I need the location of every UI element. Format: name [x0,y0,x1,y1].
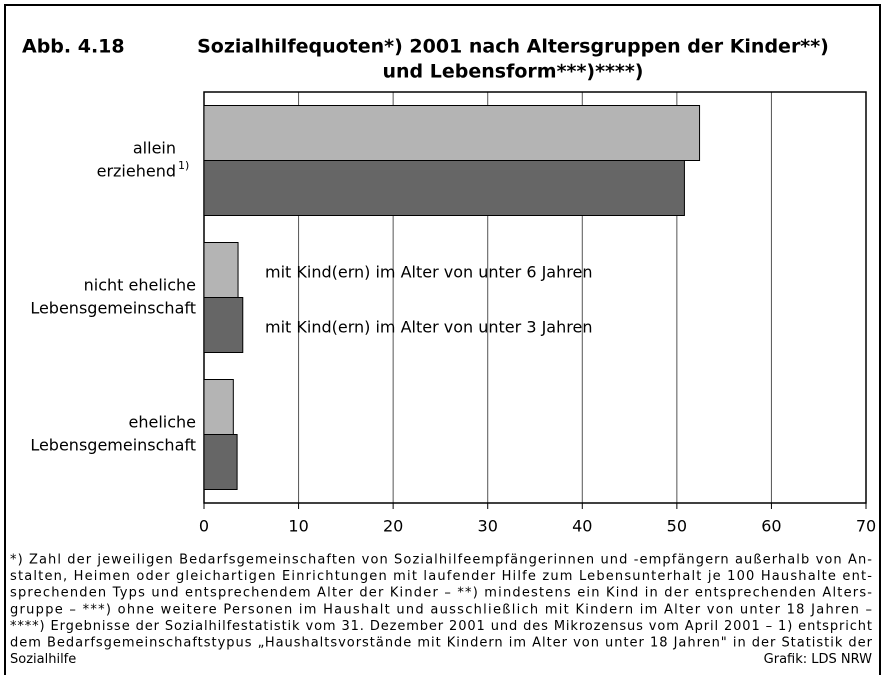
category-note: 1) [178,159,189,172]
footnote-line: ****) Ergebnisse der Sozialhilfestatisti… [10,619,872,634]
footnote-line: stalten, Heimen oder gleichartigen Einri… [10,569,872,584]
figure-number: Abb. 4.18 [22,36,125,58]
bar [203,434,238,490]
frame [4,4,881,675]
x-tick-label: 0 [199,517,209,536]
x-tick-label: 20 [383,517,403,536]
legend-label: mit Kind(ern) im Alter von unter 6 Jahre… [265,263,592,282]
x-tick-label: 70 [856,517,876,536]
category-label: erziehend [97,162,176,181]
x-tick-label: 40 [572,517,592,536]
footnote-line: sprechenden Typs und entsprechendem Alte… [10,586,872,601]
legend-label: mit Kind(ern) im Alter von unter 3 Jahre… [265,318,592,337]
bar [203,105,701,161]
category-label: eheliche [129,413,197,432]
x-tick-label: 10 [288,517,308,536]
chart-title: und Lebensform***)****) [383,61,644,83]
footnote-line: Sozialhilfe [10,652,76,667]
x-tick-label: 30 [478,517,498,536]
footnote-line: dem Bedarfsgemeinschaftstypus „Haushalts… [10,636,873,651]
category-label: Lebensgemeinschaft [30,299,196,318]
chart-title: Sozialhilfequoten*) 2001 nach Altersgrup… [197,36,829,58]
source: Grafik: LDS NRW [764,652,872,667]
footnote-line: gruppe – ***) ohne weitere Personen im H… [10,602,872,617]
bar [203,379,234,435]
bar [203,160,685,216]
x-tick-label: 50 [667,517,687,536]
x-tick-label: 60 [761,517,781,536]
footnote-line: *) Zahl der jeweiligen Bedarfsgemeinscha… [10,553,872,568]
category-label: allein [133,139,176,158]
category-label: Lebensgemeinschaft [30,436,196,455]
category-label: nicht eheliche [84,276,196,295]
bar [203,242,239,298]
bar [203,297,244,353]
